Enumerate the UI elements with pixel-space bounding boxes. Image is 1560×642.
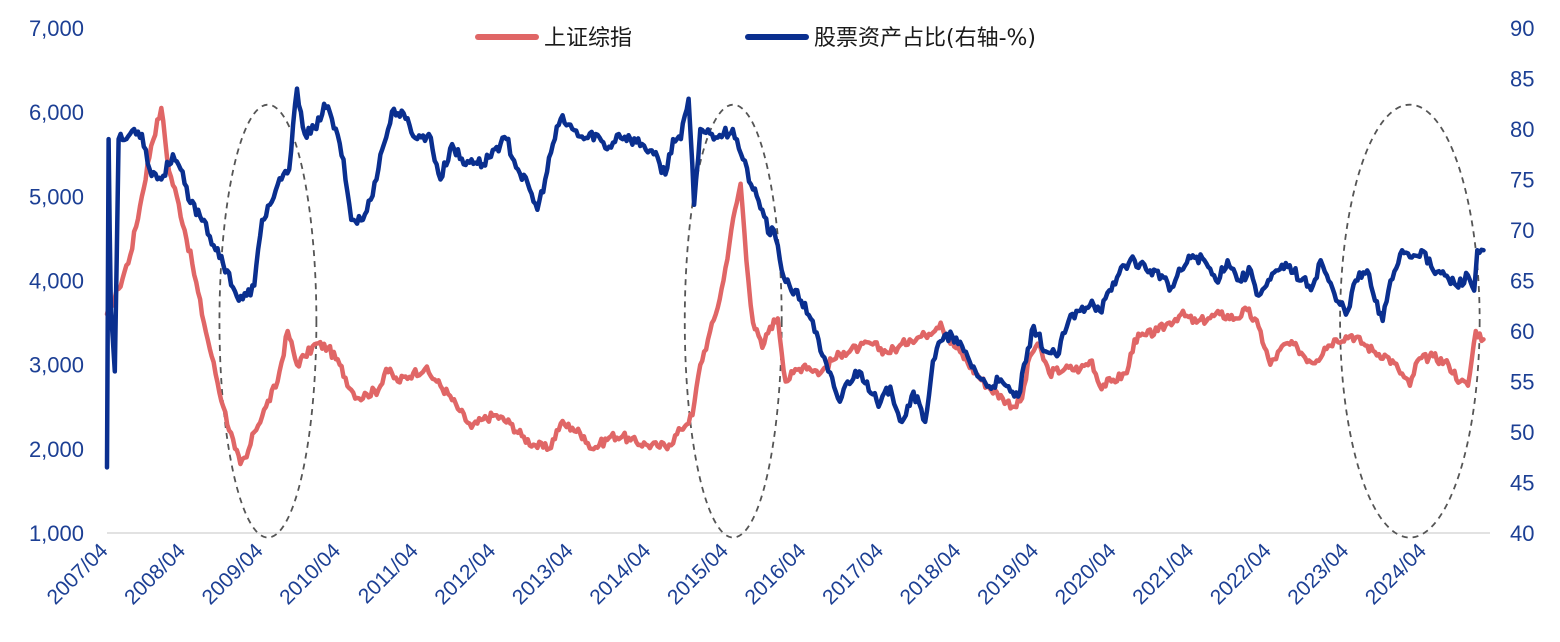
x-axis: 2007/04 2008/04 2009/04 2010/04 2011/04 2012/… [43,539,1432,609]
x-tick-label: 2013/04 [508,539,578,609]
x-tick-label: 2012/04 [430,539,500,609]
highlight-ellipse [1339,103,1481,539]
x-tick-label: 2016/04 [741,539,811,609]
legend-label-equity: 股票资产占比(右轴-%) [814,26,1036,51]
series-lines [104,86,1486,470]
right-tick-label: 40 [1510,521,1534,546]
left-axis: 1,000 2,000 3,000 4,000 5,000 6,000 7,000 [29,16,84,546]
x-tick-label: 2014/04 [585,539,655,609]
right-tick-label: 90 [1510,16,1534,41]
annotations [218,103,1481,539]
right-tick-label: 60 [1510,319,1534,344]
left-tick-label: 7,000 [29,16,84,41]
highlight-ellipse [218,103,318,539]
right-tick-label: 50 [1510,420,1534,445]
x-tick-label: 2007/04 [43,539,113,609]
right-tick-label: 45 [1510,471,1534,496]
x-tick-label: 2015/04 [663,539,733,609]
x-tick-label: 2011/04 [354,539,423,608]
x-tick-label: 2020/04 [1051,539,1121,609]
x-tick-label: 2008/04 [120,539,190,609]
legend: 上证综指 股票资产占比(右轴-%) [475,26,1036,51]
right-tick-label: 55 [1510,370,1534,395]
x-tick-label: 2021/04 [1128,539,1198,609]
left-tick-label: 1,000 [29,521,84,546]
x-tick-label: 2019/04 [973,539,1043,609]
left-tick-label: 3,000 [29,353,84,378]
left-tick-label: 5,000 [29,184,84,209]
legend-label-sse: 上证综指 [544,26,632,51]
left-tick-label: 4,000 [29,269,84,294]
x-tick-label: 2009/04 [198,539,268,609]
right-tick-label: 85 [1510,67,1534,92]
right-axis: 40 45 50 55 60 65 70 75 80 85 90 [1510,16,1534,546]
x-tick-label: 2023/04 [1283,539,1353,609]
highlight-ellipse [683,103,783,539]
left-tick-label: 6,000 [29,100,84,125]
right-tick-label: 65 [1510,269,1534,294]
x-tick-label: 2017/04 [818,539,888,609]
right-tick-label: 80 [1510,117,1534,142]
left-tick-label: 2,000 [29,437,84,462]
x-tick-label: 2024/04 [1361,539,1431,609]
x-tick-label: 2022/04 [1206,539,1276,609]
right-tick-label: 70 [1510,218,1534,243]
x-tick-label: 2018/04 [896,539,966,609]
right-tick-label: 75 [1510,168,1534,193]
equity-line [104,86,1486,470]
x-tick-label: 2010/04 [275,539,345,609]
sse-line [104,105,1486,467]
